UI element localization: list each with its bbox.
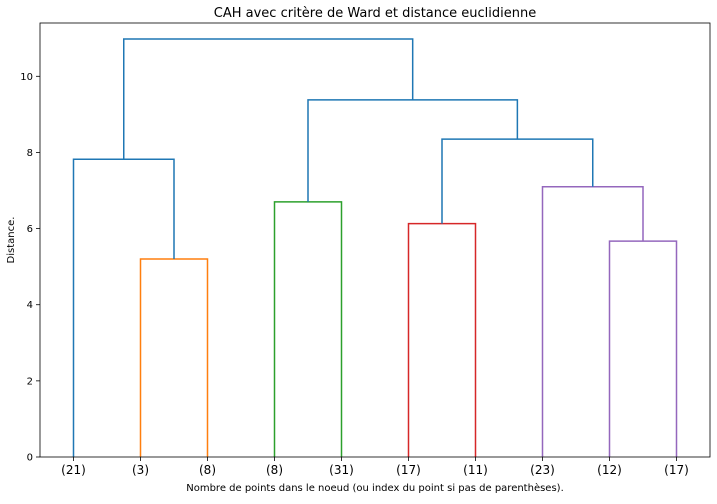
leaf-label: (21) xyxy=(61,463,86,477)
link-purple_outer xyxy=(541,185,644,457)
link-purple_inner xyxy=(608,240,678,457)
y-tick-label: 6 xyxy=(27,224,33,235)
y-tick-label: 10 xyxy=(20,72,33,83)
y-tick-label: 8 xyxy=(27,148,33,159)
y-tick-label: 4 xyxy=(27,300,33,311)
leaf-label: (11) xyxy=(463,463,488,477)
link-green_merge xyxy=(273,201,343,457)
x-axis-ticks: (21) (3) (8) (8) (31) (17) (11) (23) (12) (17) xyxy=(61,457,689,477)
y-tick-label: 2 xyxy=(27,376,33,387)
leaf-label: (12) xyxy=(597,463,622,477)
x-axis-label: Nombre de points dans le noeud (ou index… xyxy=(186,482,564,494)
link-root xyxy=(123,38,414,160)
leaf-label: (17) xyxy=(396,463,421,477)
link-right_inner xyxy=(441,138,594,224)
leaf-label: (23) xyxy=(530,463,555,477)
link-orange_merge xyxy=(139,258,209,457)
leaf-label: (31) xyxy=(329,463,354,477)
leaf-label: (3) xyxy=(132,463,149,477)
dendrogram-links xyxy=(72,38,678,457)
y-axis-ticks: 0 2 4 6 8 10 xyxy=(20,72,40,464)
leaf-label: (8) xyxy=(266,463,283,477)
leaf-label: (17) xyxy=(664,463,689,477)
plot-frame xyxy=(39,22,711,458)
leaf-label: (8) xyxy=(199,463,216,477)
chart-title: CAH avec critère de Ward et distance euc… xyxy=(214,6,536,21)
link-red_merge xyxy=(407,222,477,457)
link-left_group xyxy=(72,158,175,457)
y-tick-label: 0 xyxy=(27,453,33,464)
link-right_group xyxy=(307,99,519,202)
y-axis-label: Distance. xyxy=(6,217,17,264)
